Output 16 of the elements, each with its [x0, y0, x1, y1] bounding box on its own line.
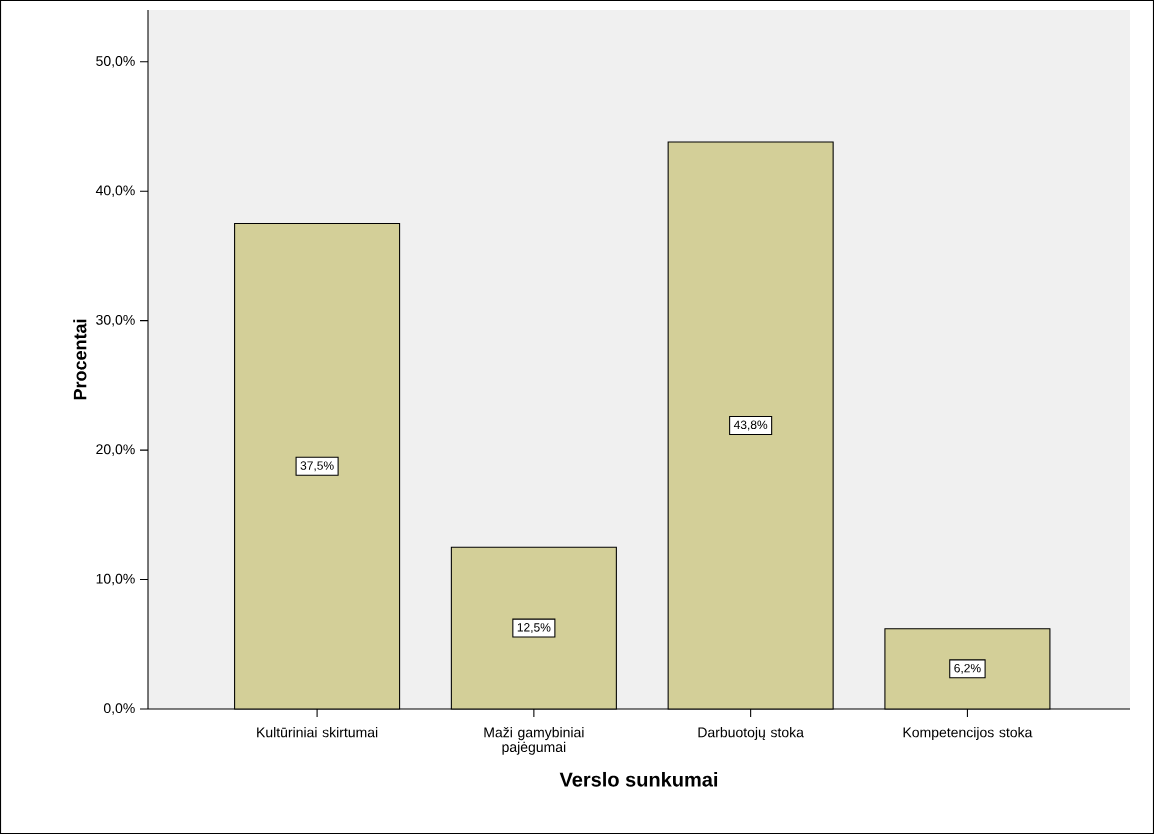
data-label: 6,2%: [954, 663, 981, 674]
y-tick-label: 50,0%: [96, 56, 135, 68]
x-tick-label: Kultūriniai skirtumai: [257, 727, 378, 738]
y-tick-label: 0,0%: [103, 703, 135, 715]
y-tick-label: 20,0%: [96, 444, 135, 456]
y-axis-title: Procentai: [73, 319, 87, 400]
data-label: 43,8%: [733, 420, 768, 431]
data-label: 12,5%: [517, 623, 551, 634]
y-tick-label: 40,0%: [95, 185, 135, 197]
x-tick-label: Maži gamybiniai pajėgumai: [484, 727, 584, 755]
data-label: 37,5%: [300, 461, 334, 472]
y-tick-label: 10,0%: [96, 573, 135, 586]
x-tick-label: Darbuotojų stoka: [698, 727, 804, 741]
y-tick-label: 30,0%: [96, 314, 135, 327]
x-tick-label: Kompetencijos stoka: [903, 727, 1033, 741]
x-axis-title: Verslo sunkumai: [559, 771, 718, 787]
